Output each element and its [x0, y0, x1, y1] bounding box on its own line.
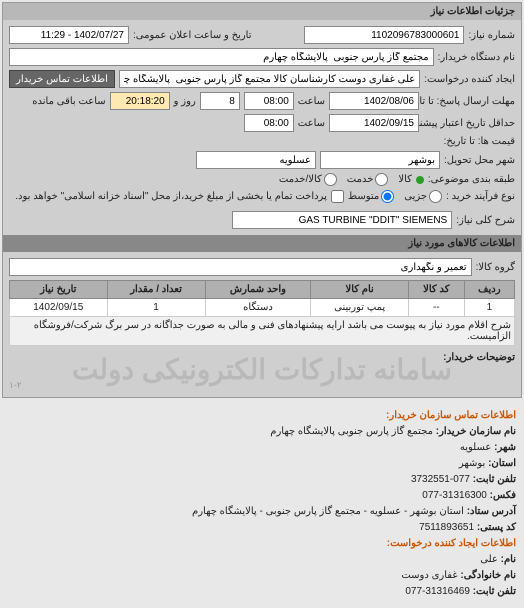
th-code: کد کالا — [408, 281, 464, 299]
td-qty: 1 — [107, 299, 205, 317]
need-details-panel: جزئیات اطلاعات نیاز شماره نیاز: تاریخ و … — [2, 2, 522, 398]
page-indicator: ۱-۲ — [9, 380, 515, 391]
th-qty: تعداد / مقدار — [107, 281, 205, 299]
delivery-city-label: شهر محل تحویل: — [444, 155, 515, 166]
deadline-label: مهلت ارسال پاسخ: تا تاریخ: — [423, 96, 515, 107]
td-code: -- — [408, 299, 464, 317]
items-table: ردیف کد کالا نام کالا واحد شمارش تعداد /… — [9, 280, 515, 346]
creator-label: ایجاد کننده درخواست: — [424, 74, 515, 85]
org-value: مجتمع گاز پارس جنوبی پالایشگاه چهارم — [270, 426, 433, 437]
deadline-date-input[interactable] — [329, 92, 419, 110]
addr-label: آدرس ستاد: — [467, 506, 516, 517]
time-label-2: ساعت — [298, 118, 325, 129]
buyer-dev-input[interactable] — [9, 48, 434, 66]
buyer-notes-label: توضیحات خریدار: — [443, 352, 515, 363]
treasury-checkbox[interactable] — [331, 190, 344, 203]
items-section-bar: اطلاعات کالاهای مورد نیاز — [3, 235, 521, 252]
td-date: 1402/09/15 — [10, 299, 108, 317]
org-label: نام سازمان خریدار: — [436, 426, 516, 437]
city-input[interactable] — [196, 151, 316, 169]
classify-radios: کالا خدمت کالا/خدمت — [279, 173, 424, 186]
cprov-label: استان: — [488, 458, 516, 469]
deadline-time-input[interactable] — [244, 92, 294, 110]
fax-value: 077-3732551 — [411, 474, 470, 485]
ccity-value: عسلویه — [460, 442, 492, 453]
remain-label: ساعت باقی مانده — [32, 96, 105, 107]
buyer-notes: توضیحات خریدار: — [9, 352, 515, 363]
radio-selected-icon — [416, 176, 424, 184]
radio-medium[interactable]: متوسط — [348, 190, 394, 203]
group-input[interactable] — [9, 258, 472, 276]
post-label: کد پستی: — [477, 522, 516, 533]
remain-time-input — [110, 92, 170, 110]
validity-time-input[interactable] — [244, 114, 294, 132]
group-label: گروه کالا: — [476, 262, 515, 273]
validity-date-input[interactable] — [329, 114, 419, 132]
radio-minor[interactable]: جزیی — [404, 190, 442, 203]
th-name: نام کالا — [311, 281, 408, 299]
time-label-1: ساعت — [298, 96, 325, 107]
purchase-radios: جزیی متوسط — [348, 190, 442, 203]
datetime-input[interactable] — [9, 26, 129, 44]
ctel-label: تلفن ثابت: — [473, 586, 516, 597]
cname-value: علی — [480, 554, 498, 565]
td-name: پمپ توربینی — [311, 299, 408, 317]
th-row: ردیف — [464, 281, 514, 299]
ctel-value: 31316469-077 — [405, 586, 470, 597]
panel-body: شماره نیاز: تاریخ و ساعت اعلان عمومی: نا… — [3, 20, 521, 397]
days-input[interactable] — [200, 92, 240, 110]
table-desc-row: شرح اقلام مورد نیاز به پیوست می باشد ارا… — [10, 317, 515, 346]
datetime-label: تاریخ و ساعت اعلان عمومی: — [133, 30, 252, 41]
validity-label: حداقل تاریخ اعتبار پیشنهاد: تا تاریخ: — [423, 118, 515, 129]
days-label: روز و — [174, 96, 196, 107]
ccity-label: شهر: — [494, 442, 516, 453]
buyer-dev-label: نام دستگاه خریدار: — [438, 52, 515, 63]
purchase-note: پرداخت تمام یا بخشی از مبلغ خرید،از محل … — [15, 191, 327, 202]
need-title-input[interactable] — [232, 211, 452, 229]
contact-info-button[interactable]: اطلاعات تماس خریدار — [9, 70, 115, 88]
td-unit: دستگاه — [205, 299, 311, 317]
cprov-value: بوشهر — [459, 458, 485, 469]
table-row[interactable]: 1 -- پمپ توربینی دستگاه 1 1402/09/15 — [10, 299, 515, 317]
creator-title: اطلاعات ایجاد کننده درخواست: — [8, 536, 516, 552]
addr-value: استان بوشهر - عسلویه - مجتمع گاز پارس جن… — [192, 506, 464, 517]
radio-both[interactable]: کالا/خدمت — [279, 173, 337, 186]
radio-service[interactable]: خدمت — [347, 173, 389, 186]
cname-label: نام: — [501, 554, 516, 565]
th-unit: واحد شمارش — [205, 281, 311, 299]
th-date: تاریخ نیاز — [10, 281, 108, 299]
classify-label: طبقه بندی موضوعی: — [428, 174, 515, 185]
creator-input[interactable] — [119, 70, 420, 88]
province-input[interactable] — [320, 151, 440, 169]
req-number-label: شماره نیاز: — [468, 30, 515, 41]
post-value: 7511893651 — [419, 522, 474, 533]
fax-label: تلفن ثابت: — [473, 474, 516, 485]
contact-title: اطلاعات تماس سازمان خریدار: — [8, 408, 516, 424]
radio-goods[interactable]: کالا — [398, 174, 424, 185]
req-number-input[interactable] — [304, 26, 464, 44]
table-desc: شرح اقلام مورد نیاز به پیوست می باشد ارا… — [10, 317, 515, 346]
purchase-label: نوع فرآیند خرید : — [446, 191, 515, 202]
price-from-label: قیمت ها: تا تاریخ: — [423, 136, 515, 147]
need-title-label: شرح کلی نیاز: — [456, 215, 515, 226]
td-row: 1 — [464, 299, 514, 317]
contact-section: اطلاعات تماس سازمان خریدار: نام سازمان خ… — [0, 400, 524, 608]
tel-label: فکس: — [490, 490, 516, 501]
table-header-row: ردیف کد کالا نام کالا واحد شمارش تعداد /… — [10, 281, 515, 299]
tel-value: 31316300-077 — [422, 490, 487, 501]
panel-title: جزئیات اطلاعات نیاز — [3, 3, 521, 20]
